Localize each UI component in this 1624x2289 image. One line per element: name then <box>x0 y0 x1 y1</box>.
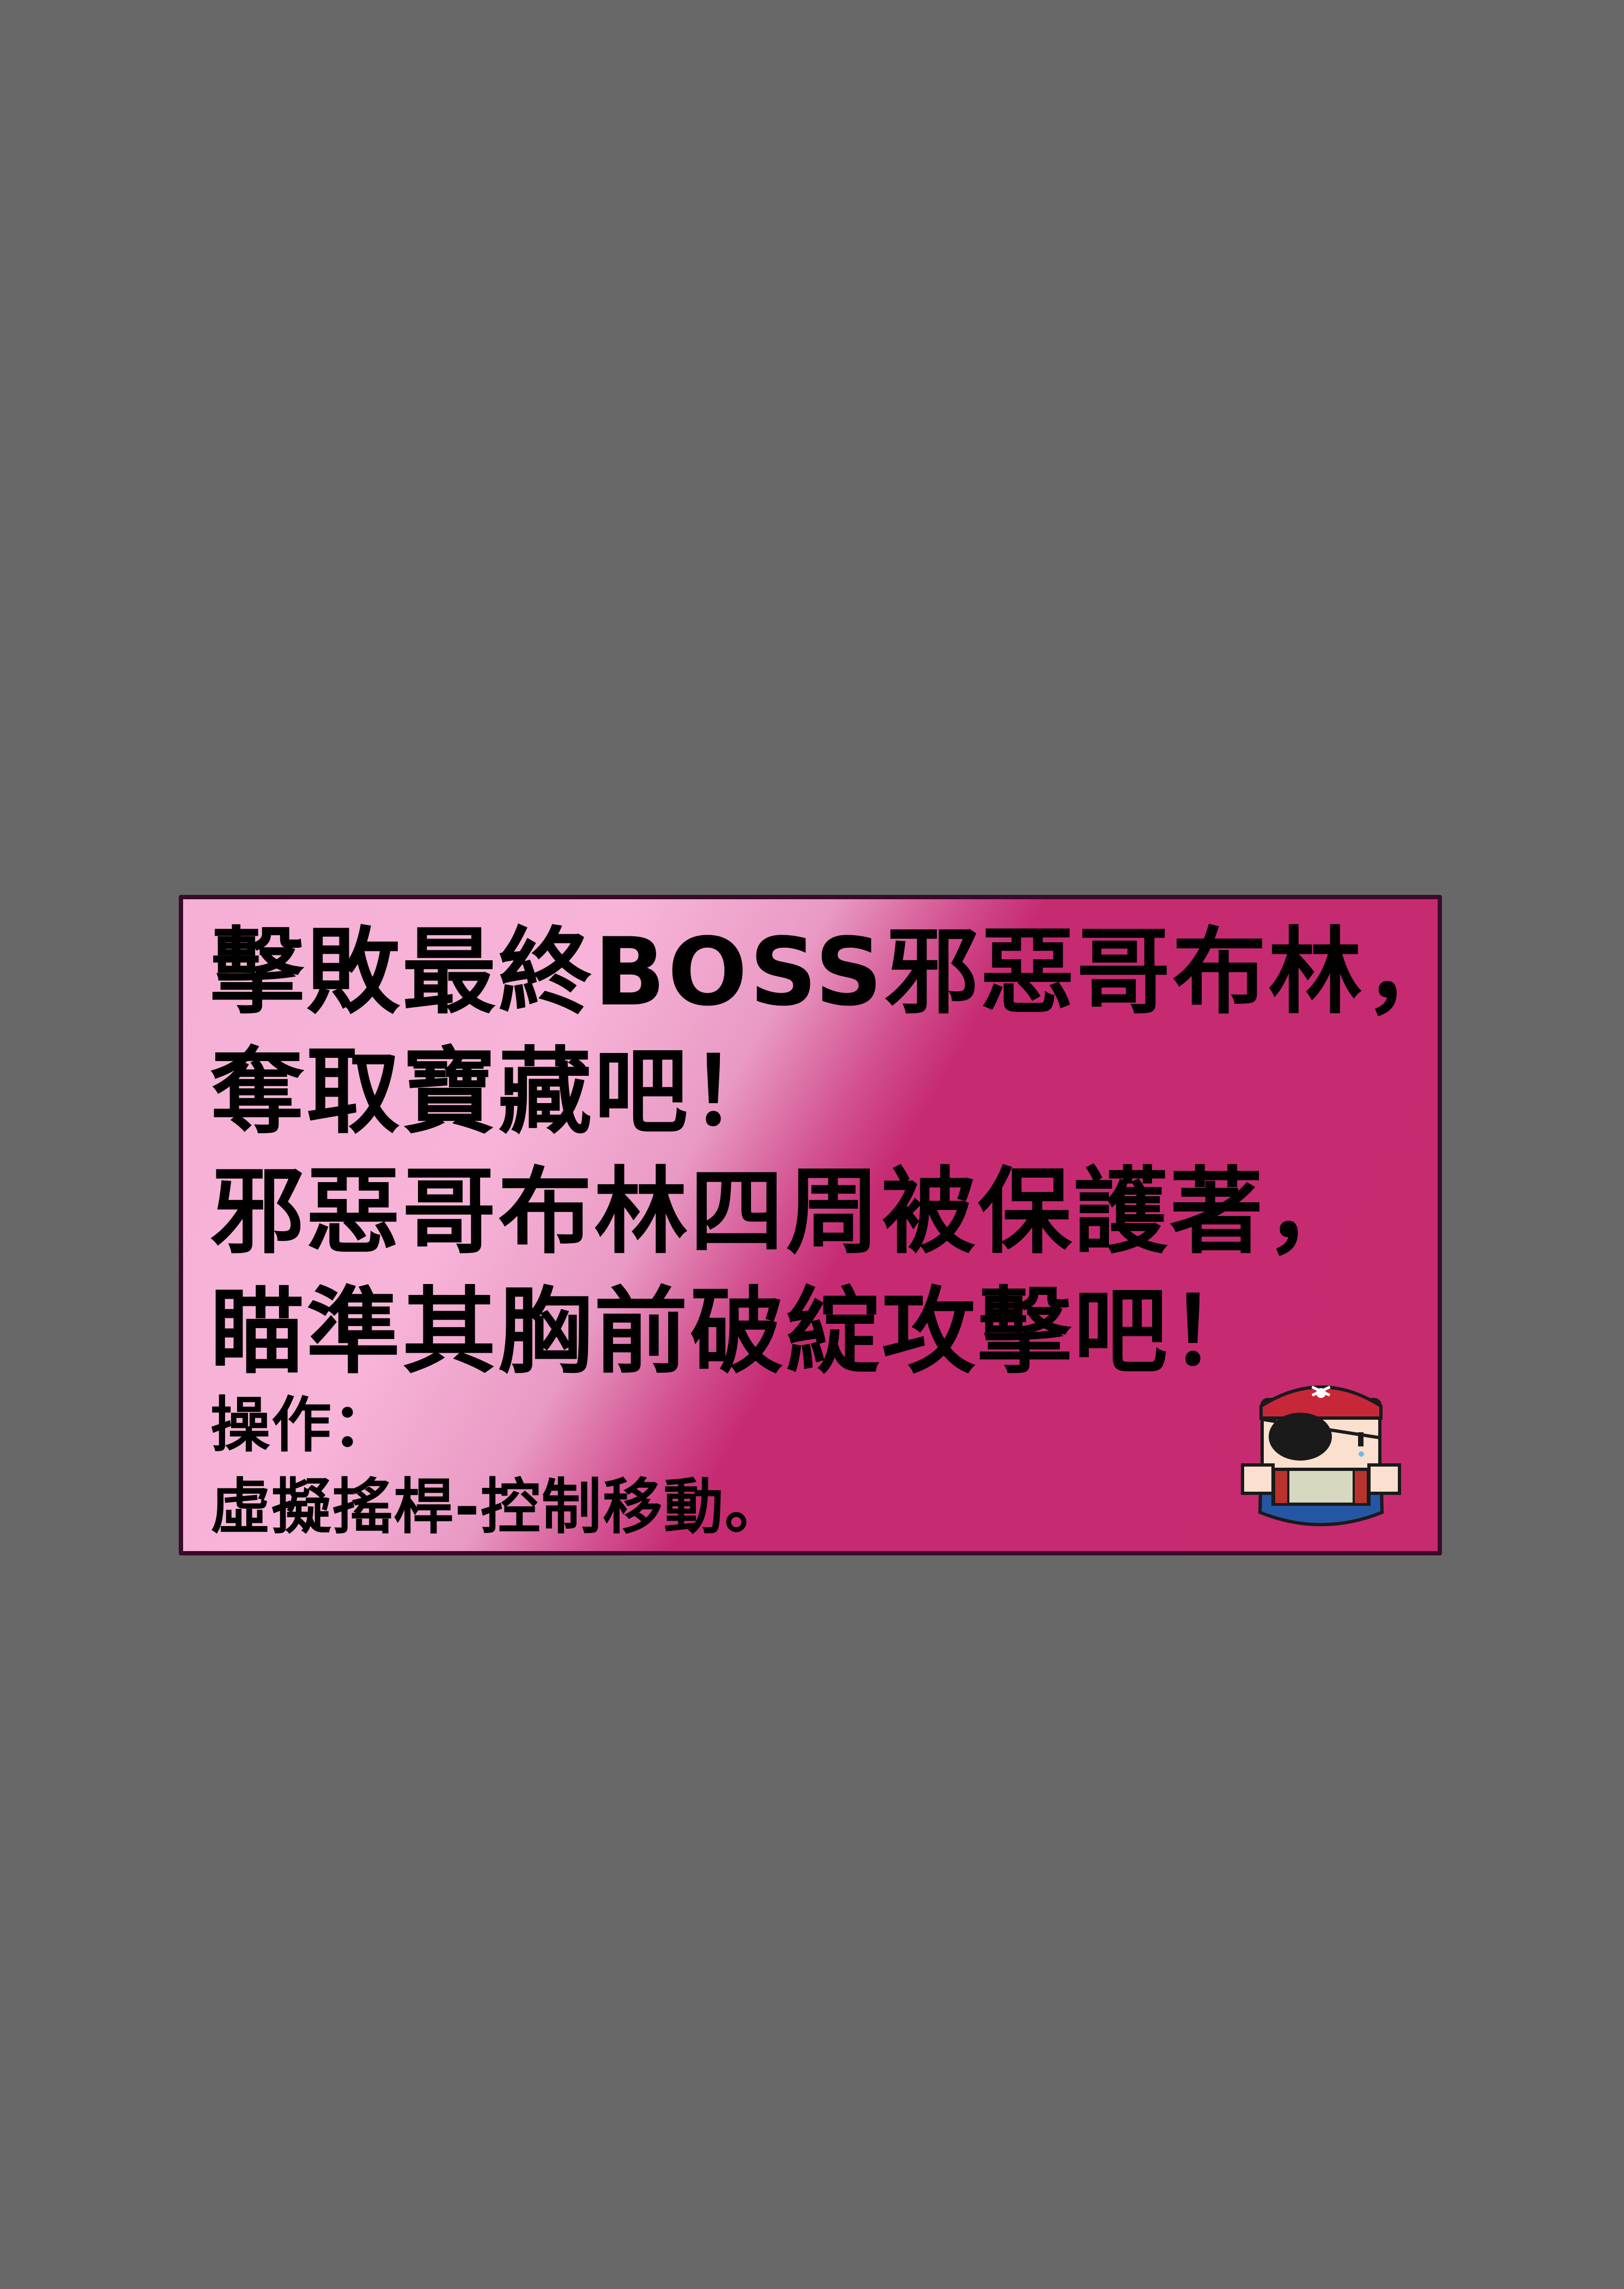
instruction-line-2: 奪取寶藏吧！ <box>210 1037 786 1147</box>
pirate-character-icon <box>1241 1385 1401 1527</box>
tutorial-dialog: 擊敗最終BOSS邪惡哥布林， 奪取寶藏吧！ 邪惡哥布林四周被保護著， 瞄準其胸前… <box>179 895 1442 1555</box>
instruction-line-3: 邪惡哥布林四周被保護著， <box>210 1157 1361 1267</box>
controls-detail: 虛擬搖桿-控制移動。 <box>210 1472 786 1542</box>
instruction-line-1: 擊敗最終BOSS邪惡哥布林， <box>210 917 1442 1027</box>
controls-title: 操作： <box>210 1390 393 1460</box>
instruction-line-4: 瞄準其胸前破綻攻擊吧！ <box>210 1277 1265 1386</box>
